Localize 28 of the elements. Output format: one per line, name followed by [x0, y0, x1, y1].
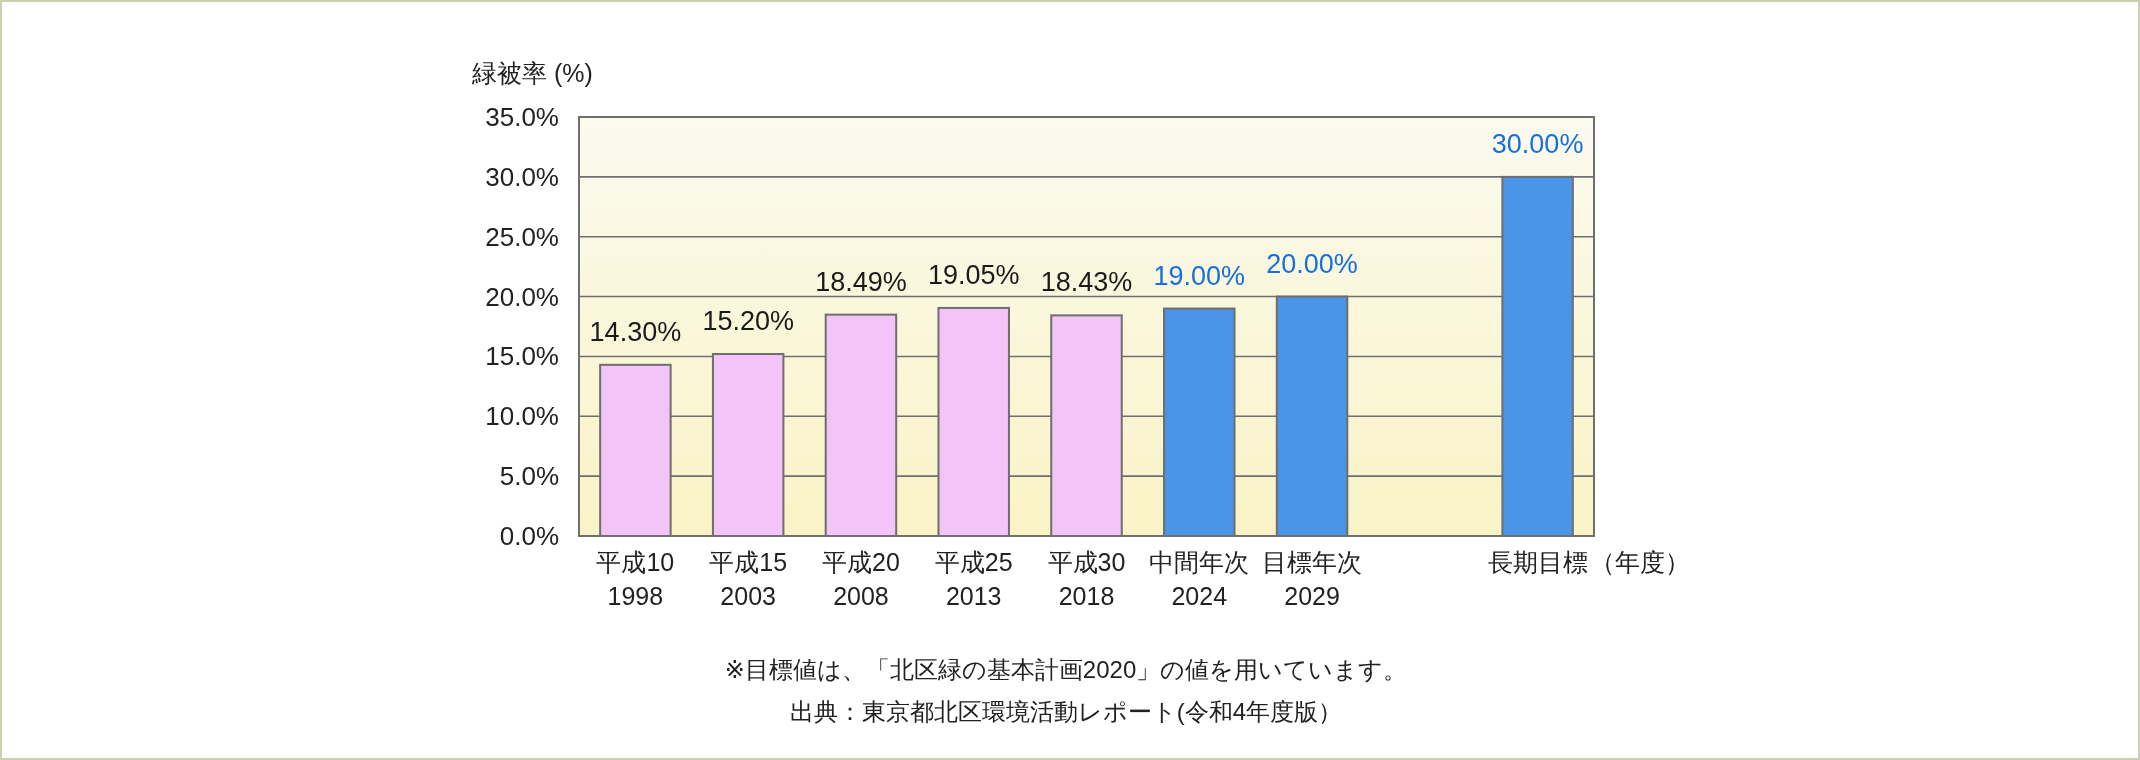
y-tick-label: 20.0%	[485, 281, 559, 312]
data-label: 30.00%	[1491, 128, 1584, 159]
x-tick-label: 目標年次 2029	[1262, 548, 1363, 610]
y-tick-label: 15.0%	[485, 341, 559, 372]
y-tick-label: 5.0%	[499, 461, 559, 492]
x-tick-label: 長期目標	[1487, 548, 1588, 576]
data-label: 18.43%	[1040, 267, 1133, 298]
y-tick-label: 0.0%	[499, 521, 559, 551]
x-tick-label: 平成25 2013	[934, 548, 1013, 610]
y-tick-label: 25.0%	[485, 221, 559, 252]
y-tick-label: 30.0%	[485, 161, 559, 192]
x-tick-label: 中間年次 2024	[1149, 548, 1250, 610]
data-label: 19.05%	[927, 259, 1020, 290]
x-tick-label: 平成30 2018	[1047, 548, 1126, 610]
source-note: 出典：東京都北区環境活動レポート(令和4年度版）	[789, 698, 1343, 725]
x-tick-label: 平成15 2003	[709, 548, 788, 610]
data-label: 20.00%	[1266, 248, 1358, 279]
y-tick-label: 10.0%	[485, 401, 559, 432]
x-tick-label: 平成10 1998	[596, 548, 675, 610]
data-label: 14.30%	[589, 316, 682, 347]
x-axis-title: （年度）	[1589, 548, 1690, 576]
data-label: 15.20%	[702, 306, 794, 337]
y-axis-title: 緑被率 (%)	[471, 59, 593, 87]
data-label: 18.49%	[815, 266, 907, 297]
data-label: 19.00%	[1153, 260, 1246, 291]
y-tick-label: 35.0%	[485, 102, 559, 132]
text: ※目標値は、「北区緑の基本計画2020」の値を用いています。	[724, 656, 1408, 683]
x-tick-label: 平成20 2008	[822, 548, 900, 610]
